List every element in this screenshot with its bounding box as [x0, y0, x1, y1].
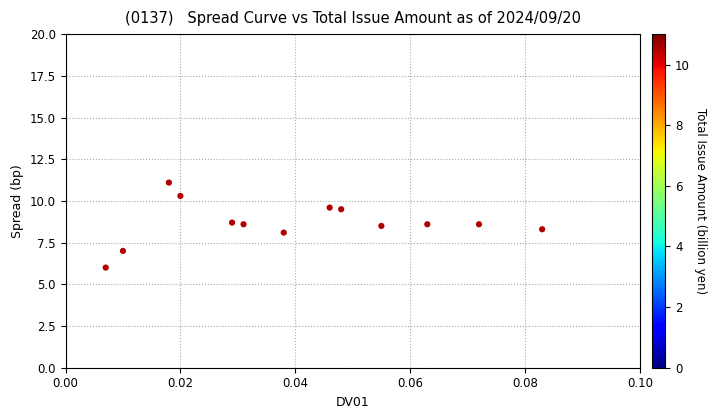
- Point: [336, 206, 347, 213]
- Point: [376, 223, 387, 229]
- Point: [100, 264, 112, 271]
- Point: [278, 229, 289, 236]
- Title: (0137)   Spread Curve vs Total Issue Amount as of 2024/09/20: (0137) Spread Curve vs Total Issue Amoun…: [125, 11, 580, 26]
- Y-axis label: Spread (bp): Spread (bp): [11, 164, 24, 238]
- Point: [163, 179, 175, 186]
- Point: [473, 221, 485, 228]
- Point: [238, 221, 249, 228]
- Y-axis label: Total Issue Amount (billion yen): Total Issue Amount (billion yen): [693, 108, 706, 294]
- Point: [226, 219, 238, 226]
- Point: [421, 221, 433, 228]
- Point: [324, 204, 336, 211]
- Point: [117, 247, 129, 254]
- Point: [175, 192, 186, 199]
- X-axis label: DV01: DV01: [336, 396, 369, 409]
- Point: [536, 226, 548, 233]
